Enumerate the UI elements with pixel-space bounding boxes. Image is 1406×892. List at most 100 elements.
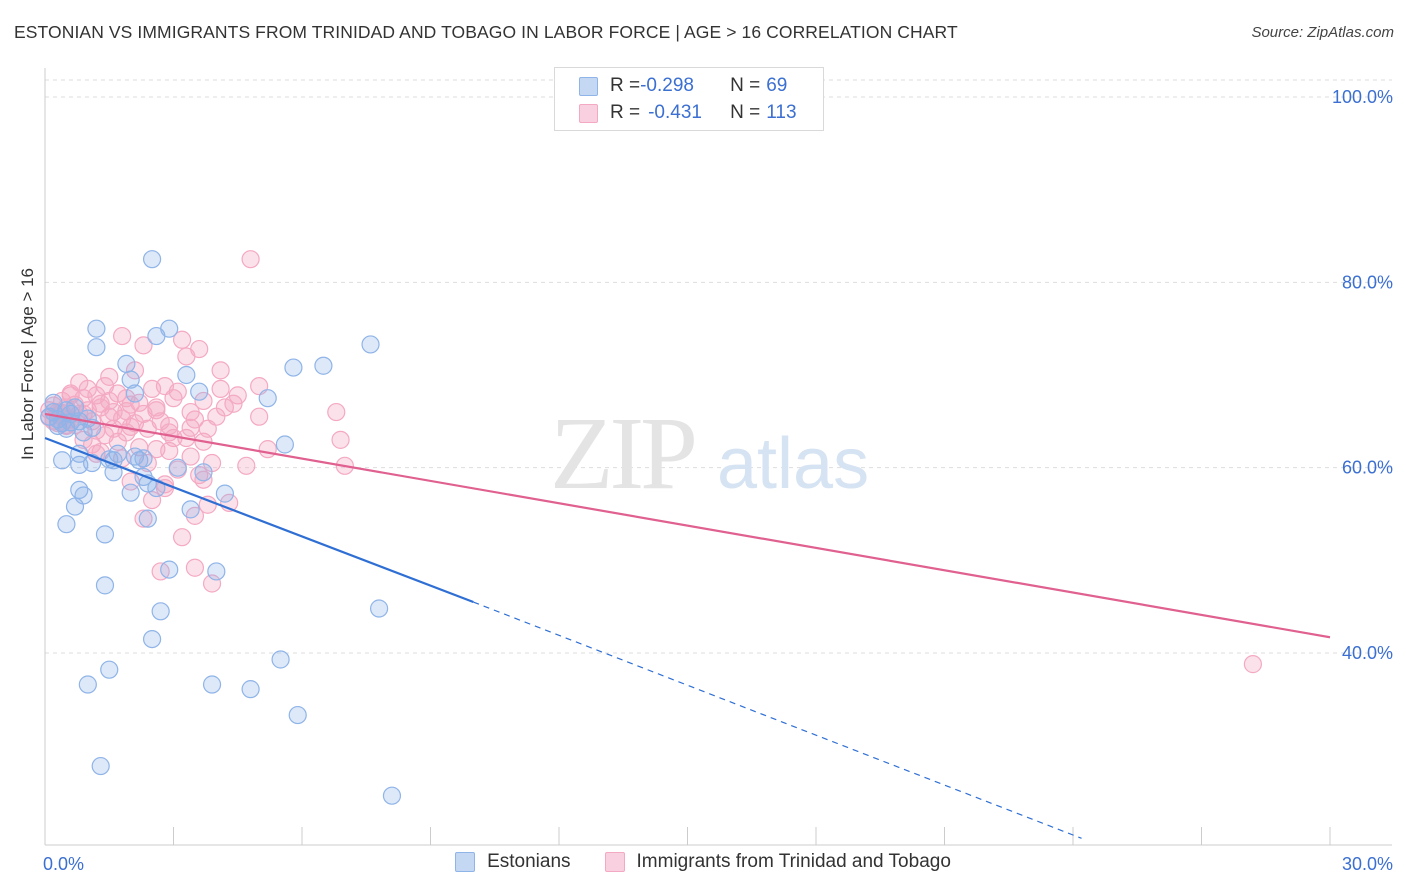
data-point-trinidad [228, 386, 247, 405]
data-point-trinidad [258, 440, 277, 459]
legend-r-value: -0.431 [648, 102, 702, 123]
data-point-trinidad [327, 402, 346, 422]
chart-title: ESTONIAN VS IMMIGRANTS FROM TRINIDAD AND… [14, 22, 958, 42]
legend-n-label: N = [730, 102, 761, 123]
data-point-trinidad [61, 386, 80, 405]
data-point-estonian [382, 786, 402, 805]
data-point-estonian [74, 486, 93, 505]
legend-item-estonians[interactable]: Estonians [455, 851, 571, 873]
data-point-trinidad [142, 491, 162, 510]
data-point-estonian [215, 484, 234, 503]
data-point-estonian [190, 382, 209, 401]
series-estonians-points [40, 250, 402, 805]
legend-swatch-estonians [455, 852, 476, 872]
data-point-estonian [151, 602, 170, 621]
legend-r-value: -0.298 [640, 75, 694, 96]
legend-label-trinidad: Immigrants from Trinidad and Tobago [636, 851, 951, 872]
data-point-estonian [44, 393, 63, 412]
data-point-estonian [160, 560, 179, 579]
data-point-estonian [78, 675, 97, 694]
legend-swatch-trinidad [604, 852, 625, 872]
data-point-estonian [275, 435, 294, 454]
data-point-trinidad [185, 410, 205, 429]
legend-row-trinidad: R = -0.431 N = 113 [579, 101, 797, 125]
data-point-trinidad [112, 326, 132, 346]
data-point-estonian [258, 389, 277, 408]
data-point-estonian [142, 629, 162, 649]
data-point-estonian [288, 705, 307, 725]
data-point-estonian [168, 458, 187, 477]
trend-line-estonians-extrapolated [473, 601, 1082, 839]
data-point-estonian [74, 423, 93, 442]
legend-item-trinidad[interactable]: Immigrants from Trinidad and Tobago [604, 851, 951, 873]
data-point-estonian [194, 463, 213, 482]
data-point-trinidad [91, 394, 110, 413]
data-point-estonian [125, 384, 145, 403]
data-point-trinidad [202, 574, 222, 593]
legend-n-value: 69 [766, 75, 788, 96]
data-point-trinidad [211, 361, 230, 380]
tick-labels: 40.0% 60.0% 80.0% 100.0% 0.0% 30.0% [43, 87, 1393, 874]
legend-row-estonians: R = -0.298 N = 69 [579, 74, 787, 98]
data-point-estonian [241, 680, 260, 699]
data-point-estonian [134, 449, 153, 468]
legend-n-label: N = [730, 75, 761, 96]
data-point-estonian [65, 398, 85, 417]
trend-line-estonians [44, 436, 474, 604]
data-point-estonian [181, 500, 200, 519]
data-point-trinidad [224, 394, 243, 413]
data-point-trinidad [190, 339, 209, 359]
trend-line-trinidad [44, 412, 1331, 639]
data-point-estonian [121, 483, 140, 502]
y-tick-label: 80.0% [1342, 272, 1393, 292]
data-point-estonian [87, 319, 106, 338]
data-point-trinidad [194, 391, 213, 411]
data-point-estonian [361, 335, 380, 354]
data-point-estonian [100, 660, 119, 679]
data-point-trinidad [241, 250, 260, 269]
y-tick-label: 40.0% [1342, 643, 1393, 663]
y-tick-label: 60.0% [1342, 458, 1393, 478]
legend-r-label: R = [610, 102, 641, 123]
data-point-estonian [160, 319, 179, 338]
watermark-atlas: atlas [717, 424, 869, 504]
data-point-trinidad [172, 528, 192, 547]
series-legend: Estonians Immigrants from Trinidad and T… [0, 851, 1406, 873]
data-point-trinidad [134, 336, 153, 355]
data-point-trinidad [172, 330, 192, 349]
data-point-trinidad [181, 447, 200, 466]
data-point-trinidad [185, 558, 205, 577]
data-point-trinidad [237, 456, 256, 475]
data-point-trinidad [250, 407, 269, 426]
data-point-estonian [95, 576, 115, 595]
axes [44, 68, 1392, 846]
data-point-estonian [202, 675, 222, 694]
y-tick-label: 100.0% [1332, 87, 1393, 107]
watermark-zip: ZIP [550, 396, 694, 511]
data-point-trinidad [147, 401, 166, 420]
data-point-estonian [314, 356, 333, 375]
data-point-estonian [117, 354, 136, 373]
data-point-estonian [142, 250, 162, 269]
data-point-estonian [95, 525, 115, 544]
data-point-estonian [284, 358, 303, 377]
grid-lines [45, 79, 1392, 654]
data-point-estonian [207, 562, 226, 581]
data-point-trinidad [100, 367, 119, 386]
data-point-estonian [91, 756, 110, 776]
data-point-estonian [271, 650, 290, 669]
y-axis-label: In Labor Force | Age > 16 [18, 267, 37, 460]
legend-swatch-estonians [579, 76, 598, 96]
data-point-estonian [370, 599, 389, 618]
data-point-trinidad [211, 379, 230, 398]
data-point-trinidad [194, 470, 213, 489]
data-point-estonian [121, 370, 140, 389]
data-point-trinidad [331, 430, 350, 449]
data-point-trinidad [117, 402, 136, 421]
data-point-trinidad [181, 418, 200, 437]
x-tick-label: 30.0% [1342, 854, 1393, 874]
legend-r-label: R = [610, 75, 641, 96]
data-point-trinidad [160, 423, 179, 442]
correlation-legend: R = -0.298 N = 69 R = -0.431 N = 113 [554, 67, 824, 131]
